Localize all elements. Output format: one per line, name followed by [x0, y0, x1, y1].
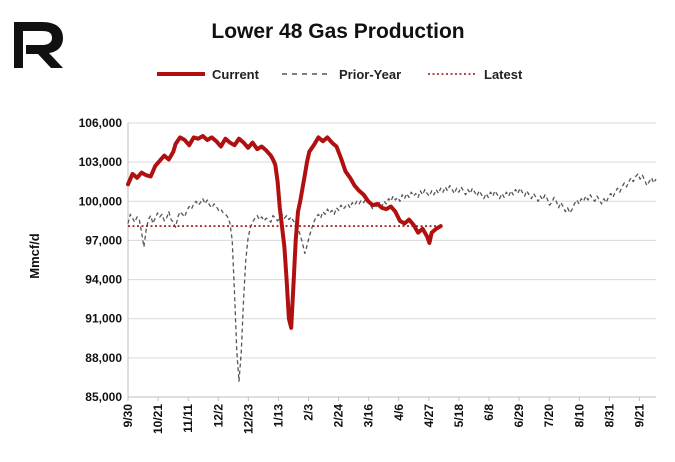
- y-tick-label: 97,000: [85, 233, 122, 247]
- x-tick-label: 8/10: [572, 404, 586, 428]
- x-tick-label: 1/13: [271, 404, 285, 428]
- legend: Current Prior-Year Latest: [157, 67, 523, 82]
- y-tick-label: 100,000: [79, 194, 123, 208]
- legend-label-prior-year: Prior-Year: [339, 67, 401, 82]
- y-tick-label: 88,000: [85, 351, 122, 365]
- brand-logo: [14, 22, 63, 68]
- gridlines: [128, 122, 656, 398]
- chart-title: Lower 48 Gas Production: [211, 20, 464, 43]
- x-tick-label: 11/11: [181, 404, 195, 433]
- legend-label-latest: Latest: [484, 67, 523, 82]
- x-tick-label: 10/21: [151, 404, 165, 434]
- x-tick-label: 9/30: [121, 404, 135, 428]
- x-tick-label: 7/20: [542, 404, 556, 428]
- x-tick-label: 9/21: [632, 404, 646, 428]
- legend-label-current: Current: [212, 67, 260, 82]
- x-tick-label: 4/27: [422, 404, 436, 428]
- x-tick-label: 12/23: [241, 404, 255, 434]
- y-tick-label: 103,000: [79, 155, 123, 169]
- y-tick-label: 106,000: [79, 116, 123, 130]
- y-tick-labels: 85,000 88,000 91,000 94,000 97,000 100,000 103…: [79, 116, 123, 404]
- y-axis-label: Mmcf/d: [27, 233, 42, 279]
- axes: [127, 123, 656, 401]
- x-tick-label: 6/8: [482, 404, 496, 421]
- y-tick-label: 85,000: [85, 390, 122, 404]
- x-tick-label: 2/24: [332, 404, 346, 428]
- x-tick-labels: 9/30 10/21 11/11 12/2 12/23 1/13 2/3 2/24 3/16 4/…: [121, 404, 646, 434]
- x-tick-label: 2/3: [302, 404, 316, 421]
- x-tick-label: 8/31: [602, 404, 616, 428]
- series-line-prior-year: [127, 173, 657, 382]
- x-tick-label: 12/2: [211, 404, 225, 428]
- series-lines: [126, 134, 657, 382]
- x-tick-label: 3/16: [362, 404, 376, 428]
- y-tick-label: 94,000: [85, 273, 122, 287]
- x-tick-label: 5/18: [452, 404, 466, 428]
- x-tick-label: 6/29: [512, 404, 526, 428]
- x-tick-label: 4/6: [392, 404, 406, 421]
- y-tick-label: 91,000: [85, 312, 122, 326]
- series-line-current: [126, 134, 443, 330]
